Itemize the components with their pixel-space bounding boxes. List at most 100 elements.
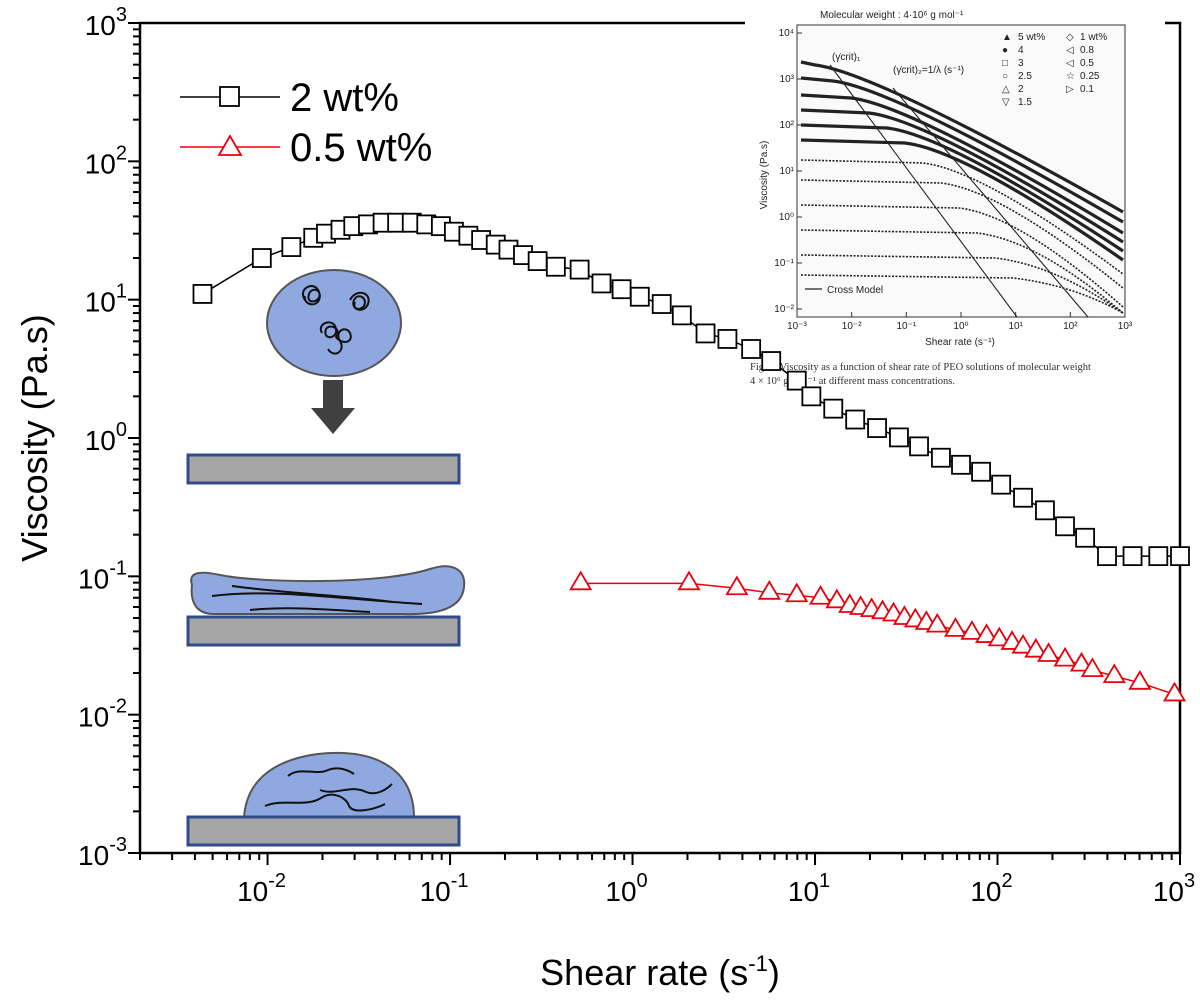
inset-legend-label: 0.25 [1080,71,1100,82]
x-tick-base: 10 [1153,876,1184,907]
y-tick-label: 10-3 [78,834,127,871]
x-tick-exp: -2 [268,870,286,892]
data-point-square [591,273,612,294]
data-point-triangle [1162,681,1187,702]
inset-curve [800,60,1124,214]
inset-legend-left: ▲ 5 wt% ● 4 □ 3 ○ 2.5 △ 2 ▽ 1.5 [1002,32,1045,108]
x-tick-label: 103 [1153,870,1195,907]
inset-y-tick-label: 10⁴ [779,28,794,39]
data-point-triangle [974,623,999,643]
data-point-square [1148,546,1169,567]
legend: 2 wt% 0.5 wt% [180,76,432,170]
data-point-triangle [1011,633,1035,654]
data-point-square [786,370,807,391]
data-point-square [931,447,951,468]
inset-y-tick-label: 10¹ [780,166,795,177]
data-point-square [695,323,716,344]
data-point-triangle [825,588,849,609]
data-point-square [629,286,650,307]
data-point-square [867,418,887,438]
x-tick-base: 10 [970,876,1001,907]
inset-curve [800,254,1124,314]
down-arrow-icon [311,380,355,434]
inset-legend-symbol: ○ [1002,71,1008,82]
substrate-top [186,453,461,485]
data-point-triangle [1024,637,1048,658]
y-axis-title: Viscosity (Pa.s) [14,314,55,561]
data-point-square [569,259,590,280]
inset-curve [800,204,1124,308]
y-tick-label: 102 [85,142,127,179]
inset-x-label: Shear rate (s⁻¹) [925,337,995,348]
y-tick-label: 10-2 [78,696,127,733]
inset-legend-label: 0.5 [1080,58,1094,69]
data-point-square [823,398,844,419]
data-point-square [761,351,782,371]
x-tick-base: 10 [605,876,636,907]
inset-curve [800,76,1124,224]
data-point-square [845,409,866,430]
data-point-square [717,329,738,349]
polymer-solution-droplet [266,269,402,377]
inset-legend-symbol: □ [1002,58,1008,69]
inset-legend-label: 3 [1018,58,1024,69]
data-point-square [251,248,272,268]
inset-curve [800,93,1124,235]
inset-y-tick-label: 10² [780,120,795,131]
inset-x-tick-label: 10¹ [1008,321,1023,332]
data-point-square [527,251,548,272]
data-point-square [1055,516,1075,537]
data-point-square [651,294,672,314]
data-point-square [951,454,971,475]
inset-y-tick-label: 10³ [780,74,795,85]
legend-marker-square [219,86,240,107]
x-tick-label: 101 [788,870,830,907]
inset-y-tick-label: 10⁻¹ [774,258,794,269]
data-point-square [192,284,213,304]
x-tick-label: 10-1 [420,870,469,907]
inset-legend-symbol: ◁ [1066,45,1074,56]
inset-legend-symbol: △ [1002,84,1010,95]
inset-legend-label: 4 [1018,45,1024,56]
inset-x-tick-label: 10³ [1118,321,1133,332]
inset-legend-label: 2 [1018,84,1024,95]
data-point-square [991,474,1012,495]
inset-curve [800,108,1124,244]
data-point-square [611,279,632,300]
inset-caption-line-1: Fig. 3. Viscosity as a function of shear… [750,362,1091,373]
legend-label-2wt: 2 wt% [290,76,399,120]
data-point-square [1097,546,1117,567]
entangled-chains [264,767,393,812]
inset-x-tick-label: 10⁻³ [787,321,807,332]
x-axis-title-main: Shear rate (s [540,952,748,993]
y-tick-label: 101 [85,281,127,318]
data-point-square [971,461,991,482]
data-point-square [281,237,302,257]
inset-legend-symbol: ● [1002,45,1008,56]
data-point-square [671,305,692,326]
data-point-triangle [1128,670,1152,690]
inset-crit-line-2 [892,87,1089,318]
inset-model-label: Cross Model [827,285,883,296]
x-tick-label: 100 [605,870,647,907]
y-tick-base: 10 [85,10,116,41]
y-tick-base: 10 [85,425,116,456]
inset-crit-line-1 [829,64,1018,318]
data-point-triangle [1037,642,1061,662]
x-axis-title-end: ) [768,952,780,993]
x-tick-label: 10-2 [237,870,286,907]
y-tick-exp: 2 [116,142,127,164]
x-tick-exp: 0 [637,870,648,892]
y-tick-label: 10-1 [78,557,127,594]
y-tick-exp: -3 [109,834,127,856]
data-point-square [741,339,762,359]
inset-legend-label: 2.5 [1018,71,1032,82]
inset-legend-symbol: ▽ [1002,97,1010,108]
data-point-triangle [1102,663,1126,684]
series-markers [192,212,1190,702]
data-point-triangle [569,570,593,591]
data-point-square [1035,500,1055,521]
y-tick-label: 103 [85,4,127,41]
